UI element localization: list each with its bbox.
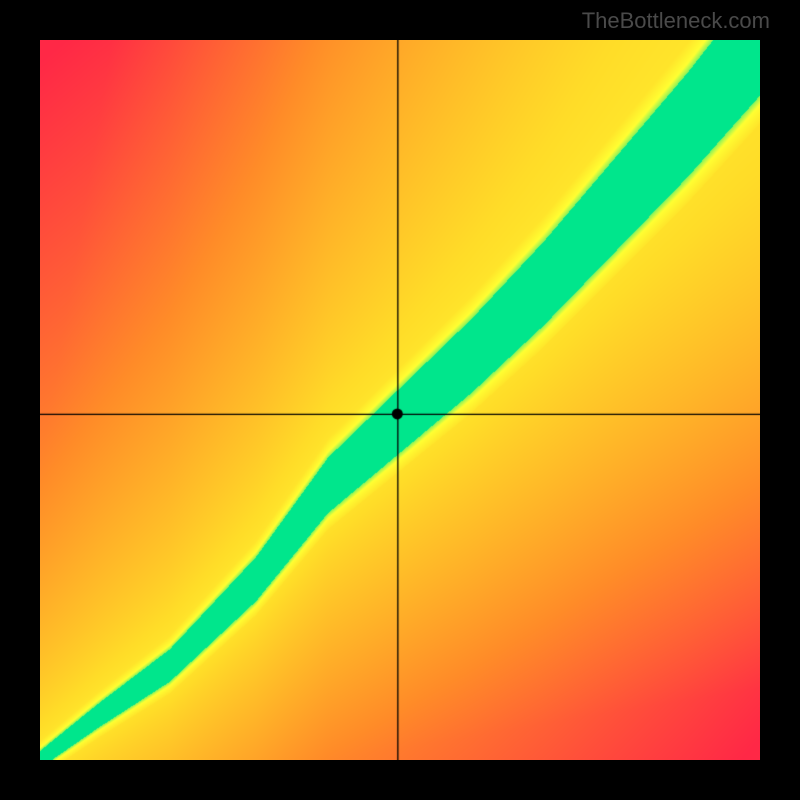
plot-area xyxy=(40,40,760,760)
watermark-text: TheBottleneck.com xyxy=(582,8,770,34)
chart-container: TheBottleneck.com xyxy=(0,0,800,800)
heatmap-canvas xyxy=(40,40,760,760)
